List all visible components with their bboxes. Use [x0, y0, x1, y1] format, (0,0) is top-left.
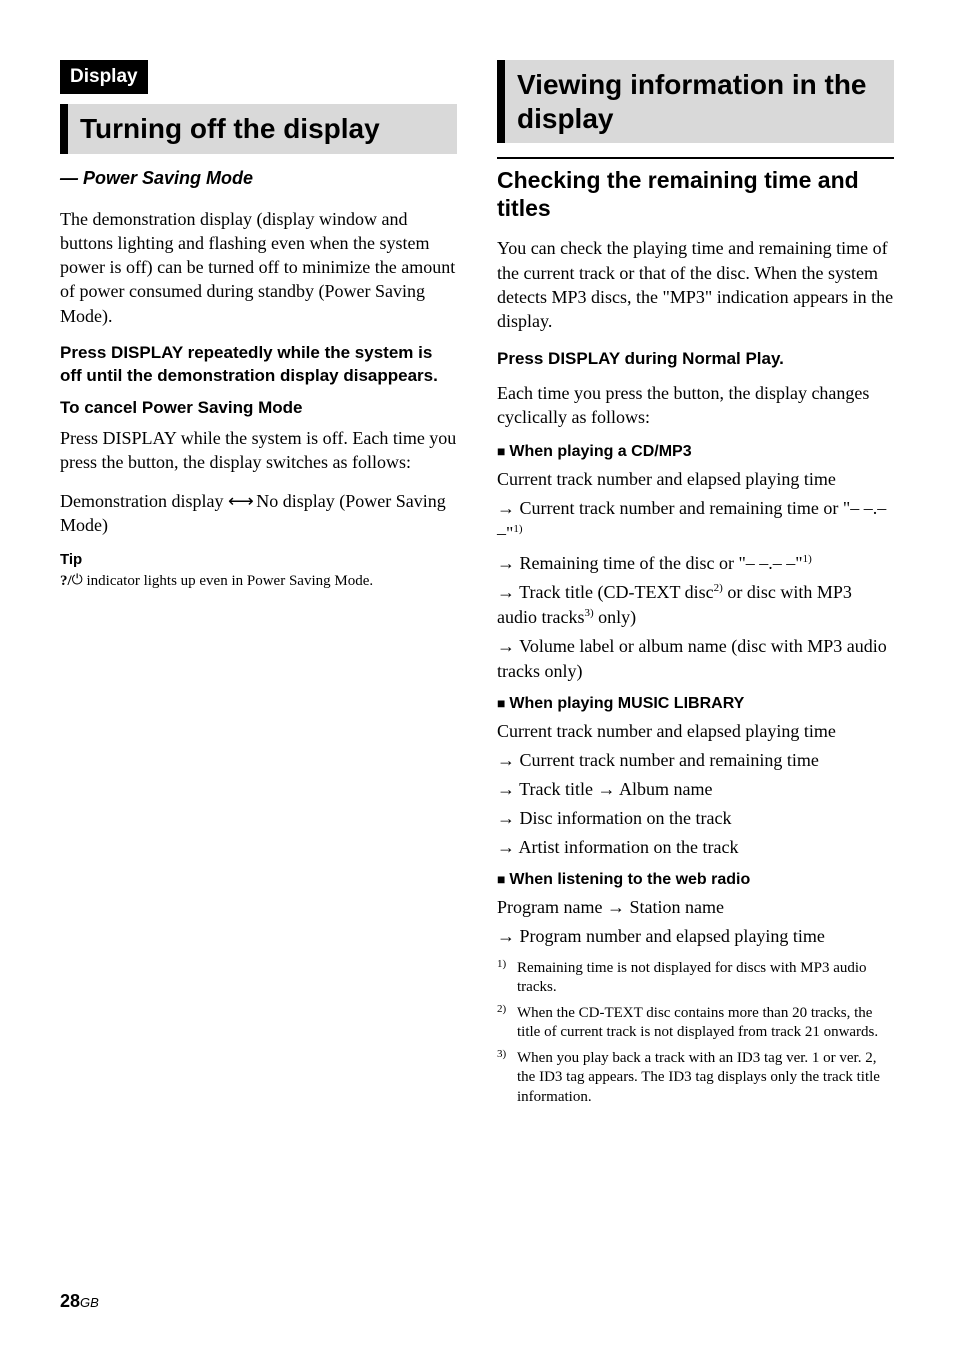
- press-body: Each time you press the button, the disp…: [497, 381, 894, 430]
- footnote-3: 3) When you play back a track with an ID…: [497, 1049, 894, 1108]
- cdmp3-line2: → Current track number and remaining tim…: [497, 496, 894, 546]
- power-icon: ⏻: [72, 573, 83, 588]
- cancel-body: Press DISPLAY while the system is off. E…: [60, 426, 457, 475]
- footnote-text: Remaining time is not displayed for disc…: [517, 959, 894, 998]
- page-suffix: GB: [80, 1295, 99, 1310]
- arrow-icon: →: [598, 779, 616, 799]
- footnote-1: 1) Remaining time is not displayed for d…: [497, 959, 894, 998]
- footnote-text: When you play back a track with an ID3 t…: [517, 1049, 894, 1108]
- page-num: 28: [60, 1291, 80, 1311]
- cdmp3-line4: → Track title (CD-TEXT disc2) or disc wi…: [497, 580, 894, 630]
- category-label: Display: [60, 60, 148, 94]
- cancel-flow: Demonstration display ⟷ No display (Powe…: [60, 489, 457, 538]
- arrow-icon: →: [607, 897, 625, 917]
- superscript: 3): [584, 607, 593, 619]
- right-column: Viewing information in the display Check…: [497, 60, 894, 1113]
- music-line1: Current track number and elapsed playing…: [497, 719, 894, 744]
- arrow-icon: →: [497, 553, 515, 573]
- arrow-icon: →: [497, 582, 515, 602]
- footnote-2: 2) When the CD-TEXT disc contains more t…: [497, 1004, 894, 1043]
- arrow-icon: →: [497, 837, 515, 857]
- page-number: 28GB: [60, 1291, 99, 1312]
- music-line4: → Disc information on the track: [497, 806, 894, 831]
- superscript: 1): [513, 523, 522, 535]
- footnote-num: 2): [497, 1002, 517, 1041]
- subtitle: — Power Saving Mode: [60, 168, 457, 189]
- main-heading-left: Turning off the display: [60, 104, 457, 154]
- press-instruction: Press DISPLAY during Normal Play.: [497, 348, 894, 371]
- superscript: 2): [714, 582, 723, 594]
- double-arrow-icon: ⟷: [228, 491, 252, 511]
- flow-a: Demonstration display: [60, 491, 228, 511]
- arrow-icon: →: [497, 750, 515, 770]
- footnote-num: 1): [497, 957, 517, 996]
- cancel-heading: To cancel Power Saving Mode: [60, 398, 457, 418]
- tip-text: ?/⏻ indicator lights up even in Power Sa…: [60, 572, 457, 592]
- arrow-icon: →: [497, 926, 515, 946]
- left-column: Display Turning off the display — Power …: [60, 60, 457, 1113]
- arrow-icon: →: [497, 636, 515, 656]
- cdmp3-line5: → Volume label or album name (disc with …: [497, 634, 894, 684]
- tip-label: Tip: [60, 551, 457, 568]
- web-heading: When listening to the web radio: [497, 871, 894, 889]
- footnote-num: 3): [497, 1047, 517, 1106]
- music-line5: → Artist information on the track: [497, 835, 894, 860]
- cdmp3-heading: When playing a CD/MP3: [497, 443, 894, 461]
- arrow-icon: →: [497, 808, 515, 828]
- web-line1: Program name → Station name: [497, 895, 894, 920]
- music-line2: → Current track number and remaining tim…: [497, 748, 894, 773]
- music-heading: When playing MUSIC LIBRARY: [497, 695, 894, 713]
- tip-body: indicator lights up even in Power Saving…: [83, 573, 373, 589]
- music-line3: → Track title → Album name: [497, 777, 894, 802]
- right-intro: You can check the playing time and remai…: [497, 236, 894, 333]
- main-heading-right: Viewing information in the display: [497, 60, 894, 143]
- cdmp3-line1: Current track number and elapsed playing…: [497, 467, 894, 492]
- footnote-text: When the CD-TEXT disc contains more than…: [517, 1004, 894, 1043]
- intro-text: The demonstration display (display windo…: [60, 207, 457, 328]
- superscript: 1): [803, 553, 812, 565]
- web-line2: → Program number and elapsed playing tim…: [497, 924, 894, 949]
- instruction-text: Press DISPLAY repeatedly while the syste…: [60, 342, 457, 388]
- arrow-icon: →: [497, 779, 515, 799]
- section-heading: Checking the remaining time and titles: [497, 157, 894, 222]
- cdmp3-line3: → Remaining time of the disc or "– –.– –…: [497, 551, 894, 576]
- arrow-icon: →: [497, 498, 515, 518]
